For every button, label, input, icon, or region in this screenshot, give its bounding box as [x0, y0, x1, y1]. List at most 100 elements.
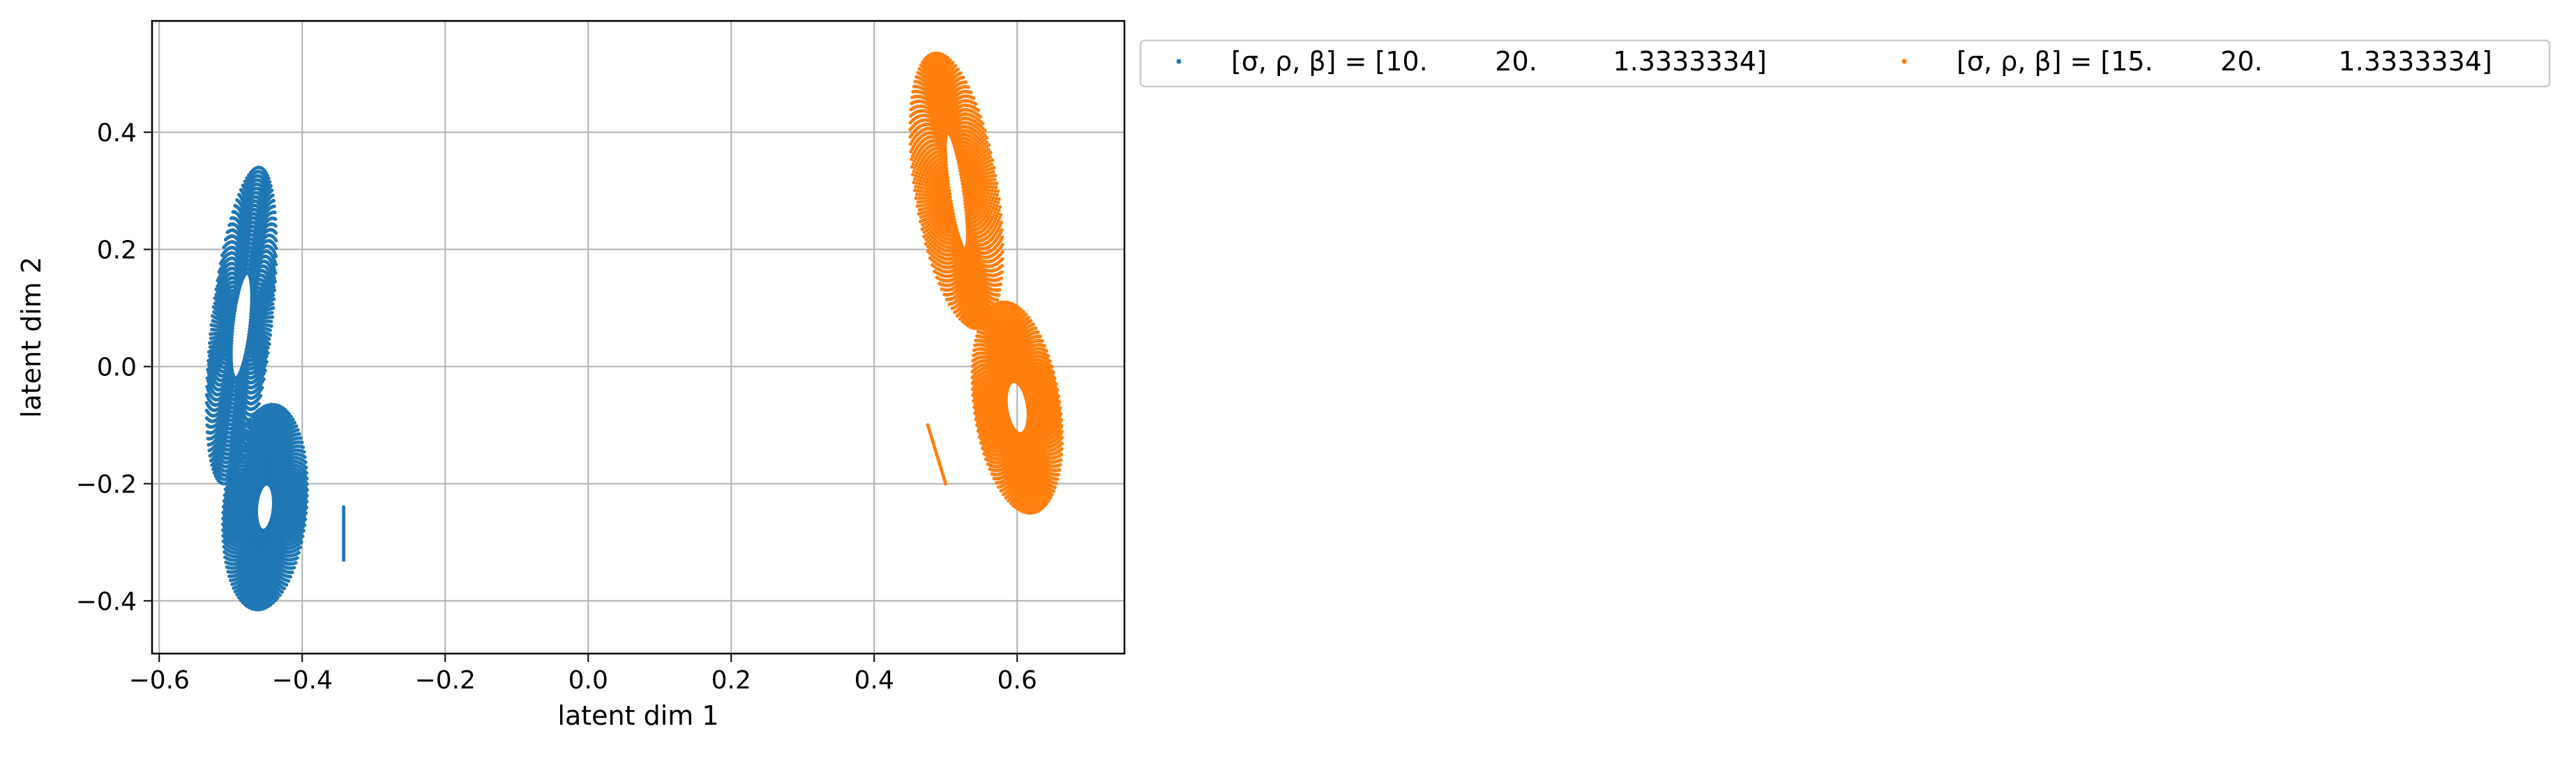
data-point [231, 210, 235, 214]
data-point [263, 363, 267, 367]
data-point [266, 346, 270, 350]
data-point [274, 231, 278, 235]
data-point [269, 324, 273, 329]
data-point [237, 193, 241, 197]
data-point [274, 239, 278, 243]
data-point [233, 204, 237, 208]
data-point [273, 217, 278, 221]
data-point [270, 315, 274, 319]
data-point [271, 302, 275, 306]
data-point [271, 193, 275, 197]
data-point [206, 350, 211, 354]
data-point [206, 362, 211, 367]
data-point [260, 386, 264, 390]
data-point [227, 223, 232, 227]
data-point [273, 262, 278, 266]
data-point [269, 183, 273, 188]
data-point [264, 360, 269, 364]
data-point [211, 305, 216, 309]
data-point [225, 230, 229, 234]
data-point [206, 359, 211, 363]
data-point [270, 188, 274, 193]
data-point [272, 276, 276, 280]
data-point [228, 431, 232, 435]
data-point [211, 319, 215, 323]
data-point [211, 467, 216, 472]
data-point [266, 351, 270, 355]
data-point [257, 402, 261, 406]
data-point [214, 287, 218, 292]
data-point [217, 270, 221, 274]
data-point [273, 224, 278, 228]
data-point [204, 409, 209, 413]
data-point [235, 198, 239, 202]
data-point [216, 278, 220, 282]
data-point [206, 437, 210, 441]
data-point [205, 376, 209, 380]
data-point [273, 280, 277, 284]
data-point [213, 301, 217, 306]
data-point [270, 310, 274, 315]
data-point [267, 342, 271, 346]
data-point [204, 393, 209, 397]
data-point [274, 254, 278, 258]
data-point [264, 354, 269, 359]
data-point [207, 354, 211, 358]
data-points [204, 51, 1064, 612]
data-point [205, 384, 209, 389]
data-point [268, 328, 272, 333]
data-point [223, 237, 228, 242]
data-point [208, 453, 212, 458]
data-point [210, 327, 214, 332]
data-point [269, 319, 273, 324]
data-point [273, 271, 278, 275]
data-point [214, 292, 218, 296]
data-point [241, 183, 245, 188]
data-point [259, 393, 263, 398]
data-point [267, 337, 271, 341]
data-point [206, 370, 211, 375]
data-point [208, 345, 212, 349]
data-point [218, 262, 223, 266]
data-point [212, 310, 216, 314]
grid-lines [152, 21, 1124, 654]
data-point [222, 245, 226, 250]
data-point [205, 430, 210, 435]
data-point [269, 333, 273, 337]
series-1 [204, 165, 346, 612]
data-point [220, 253, 225, 257]
data-point [216, 284, 220, 288]
data-point [263, 368, 267, 372]
data-point [213, 296, 217, 300]
data-point [205, 423, 209, 428]
data-point [273, 211, 277, 215]
data-point [247, 173, 251, 177]
data-point [239, 188, 243, 192]
data-point [268, 180, 272, 184]
data-point [271, 306, 276, 310]
data-point [208, 341, 212, 345]
data-point [274, 246, 278, 250]
data-point [204, 400, 209, 405]
data-point [262, 377, 266, 382]
data-point [209, 458, 213, 463]
data-point [211, 314, 215, 318]
data-point [245, 176, 249, 180]
data-point [207, 449, 211, 453]
data-point [206, 443, 211, 447]
data-point [210, 463, 214, 467]
data-point [209, 323, 213, 327]
data-point [271, 199, 276, 203]
data-point [243, 179, 247, 183]
data-point [209, 336, 213, 340]
data-point [271, 293, 276, 297]
data-point [273, 288, 277, 292]
data-point [272, 204, 276, 209]
data-point [206, 368, 210, 372]
data-point [209, 332, 213, 336]
data-point [272, 285, 276, 289]
data-point [229, 216, 233, 220]
data-point [205, 416, 209, 421]
data-point [272, 297, 276, 301]
